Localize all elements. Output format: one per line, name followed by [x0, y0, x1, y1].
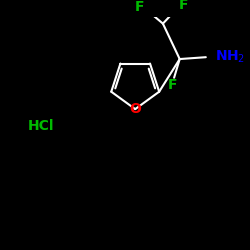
Text: F: F: [179, 0, 188, 12]
Text: HCl: HCl: [28, 119, 54, 133]
Text: O: O: [129, 102, 141, 116]
Text: NH$_2$: NH$_2$: [215, 49, 245, 66]
Text: F: F: [168, 78, 177, 92]
Text: F: F: [135, 0, 144, 14]
